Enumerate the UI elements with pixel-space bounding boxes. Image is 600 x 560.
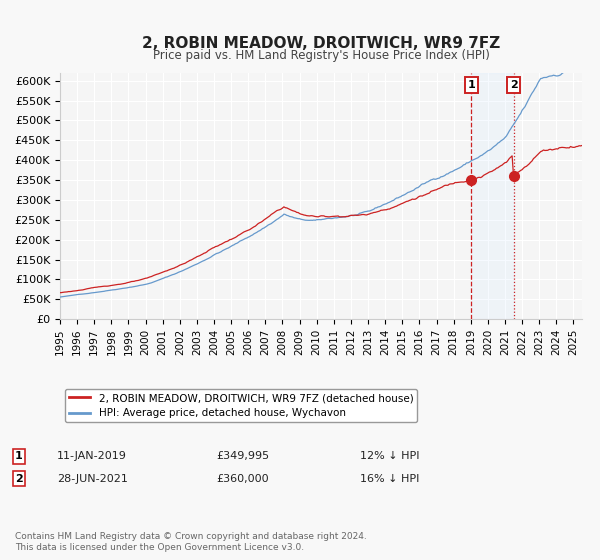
Text: 1: 1 xyxy=(467,80,475,90)
Text: 12% ↓ HPI: 12% ↓ HPI xyxy=(360,451,419,461)
Text: Price paid vs. HM Land Registry's House Price Index (HPI): Price paid vs. HM Land Registry's House … xyxy=(152,49,490,62)
Text: £360,000: £360,000 xyxy=(216,474,269,484)
Text: 28-JUN-2021: 28-JUN-2021 xyxy=(57,474,128,484)
Text: £349,995: £349,995 xyxy=(216,451,269,461)
Text: Contains HM Land Registry data © Crown copyright and database right 2024.
This d: Contains HM Land Registry data © Crown c… xyxy=(15,532,367,552)
Bar xyxy=(472,73,514,319)
Title: 2, ROBIN MEADOW, DROITWICH, WR9 7FZ: 2, ROBIN MEADOW, DROITWICH, WR9 7FZ xyxy=(142,36,500,51)
Legend: 2, ROBIN MEADOW, DROITWICH, WR9 7FZ (detached house), HPI: Average price, detach: 2, ROBIN MEADOW, DROITWICH, WR9 7FZ (det… xyxy=(65,389,418,422)
Text: 2: 2 xyxy=(509,80,517,90)
Text: 2: 2 xyxy=(15,474,23,484)
Text: 1: 1 xyxy=(15,451,23,461)
Text: 11-JAN-2019: 11-JAN-2019 xyxy=(57,451,127,461)
Text: 16% ↓ HPI: 16% ↓ HPI xyxy=(360,474,419,484)
